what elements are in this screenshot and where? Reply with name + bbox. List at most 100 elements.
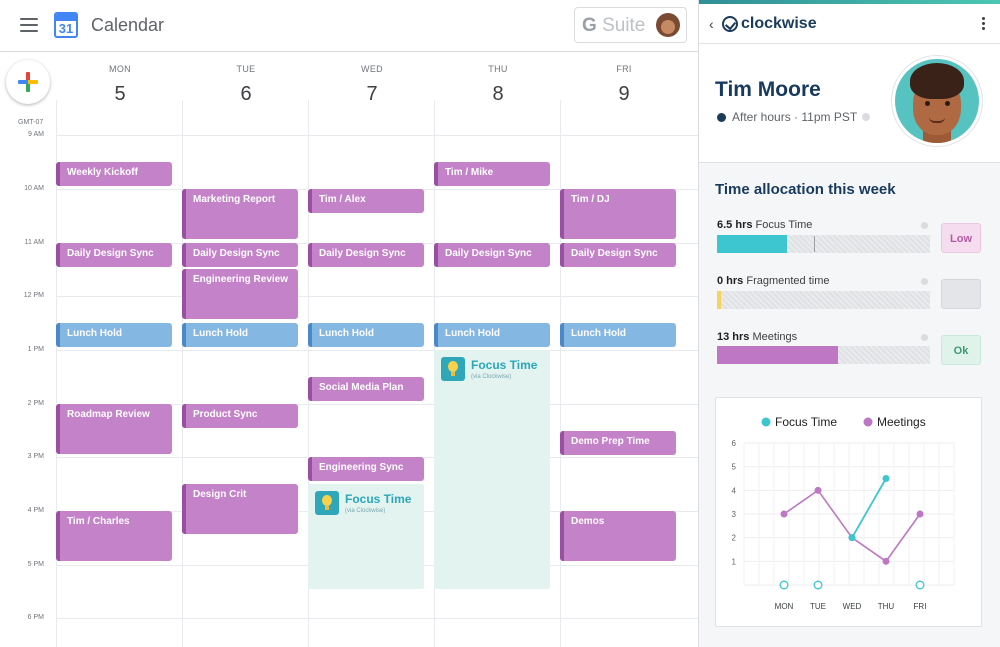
lightbulb-icon [441, 357, 465, 381]
day-name: FRI [616, 64, 632, 74]
day-name: THU [488, 64, 508, 74]
panel-header: ‹ clockwise [699, 4, 1000, 44]
event-engineering-sync[interactable]: Engineering Sync [308, 457, 424, 481]
legend-label: Meetings [877, 415, 926, 429]
meetings-data-point [916, 510, 924, 518]
gsuite-account-switcher[interactable]: G Suite [574, 7, 687, 43]
meetings-data-point [882, 557, 890, 565]
info-icon[interactable] [862, 113, 871, 121]
event-tim-mike[interactable]: Tim / Mike [434, 162, 550, 186]
y-tick-label: 2 [732, 534, 737, 543]
focus-series-line [851, 478, 887, 539]
hour-label: 3 PM [27, 453, 44, 460]
user-status: After hours · 11pm PST [717, 110, 871, 124]
event-focus-time[interactable]: Focus Time (via Clockwise) [434, 350, 550, 589]
meetings-bar [717, 346, 930, 364]
info-icon[interactable] [921, 278, 928, 285]
grid-line [56, 618, 698, 619]
event-focus-time[interactable]: Focus Time (via Clockwise) [308, 484, 424, 589]
event-lunch-hold[interactable]: Lunch Hold [434, 323, 550, 347]
day-header-thu[interactable]: THU 8 [435, 64, 561, 106]
event-demo-prep-time[interactable]: Demo Prep Time [560, 431, 676, 455]
info-icon[interactable] [921, 334, 928, 341]
event-demos[interactable]: Demos [560, 511, 676, 561]
day-name: TUE [236, 64, 256, 74]
calendar-header: 31 Calendar G Suite [0, 0, 698, 52]
focus-data-point [813, 580, 823, 590]
event-weekly-kickoff[interactable]: Weekly Kickoff [56, 162, 172, 186]
fragmented-text: Fragmented time [746, 275, 830, 287]
focus-subtitle: (via Clockwise) [345, 508, 386, 514]
focus-data-point [915, 580, 925, 590]
legend-marker [863, 417, 873, 427]
plus-icon-bar [18, 80, 38, 84]
event-lunch-hold[interactable]: Lunch Hold [560, 323, 676, 347]
hour-label: 1 PM [27, 346, 44, 353]
chevron-left-icon[interactable]: ‹ [709, 16, 714, 32]
column-divider [182, 100, 183, 647]
create-event-button[interactable] [6, 60, 50, 104]
timezone-label: GMT-07 [18, 119, 44, 126]
event-design-crit[interactable]: Design Crit [182, 484, 298, 534]
brand-name: clockwise [741, 15, 817, 32]
meetings-value: 13 hrs [717, 331, 750, 343]
x-tick-label: MON [775, 602, 794, 611]
event-daily-design-sync[interactable]: Daily Design Sync [560, 243, 676, 267]
event-lunch-hold[interactable]: Lunch Hold [56, 323, 172, 347]
event-marketing-report[interactable]: Marketing Report [182, 189, 298, 239]
menu-icon[interactable] [20, 18, 38, 32]
day-name: MON [109, 64, 131, 74]
info-icon[interactable] [921, 222, 928, 229]
event-lunch-hold[interactable]: Lunch Hold [182, 323, 298, 347]
focus-title: Focus Time [471, 358, 538, 372]
account-avatar[interactable] [656, 13, 680, 37]
day-number[interactable]: 7 [366, 83, 378, 105]
day-header-fri[interactable]: FRI 9 [561, 64, 687, 106]
more-options-icon[interactable] [982, 17, 985, 32]
day-number[interactable]: 6 [240, 83, 252, 105]
event-daily-design-sync[interactable]: Daily Design Sync [434, 243, 550, 267]
app-title: Calendar [91, 15, 165, 35]
calendar-logo-number: 31 [58, 21, 74, 36]
event-lunch-hold[interactable]: Lunch Hold [308, 323, 424, 347]
focus-time-value: 6.5 hrs [717, 219, 753, 231]
day-header-mon[interactable]: MON 5 [57, 64, 183, 106]
user-name: Tim Moore [715, 78, 821, 101]
event-tim-alex[interactable]: Tim / Alex [308, 189, 424, 213]
hour-label: 12 PM [23, 292, 44, 299]
gsuite-logo: G Suite [582, 15, 645, 37]
focus-data-point [848, 534, 856, 542]
calendar-logo-icon: 31 [54, 12, 78, 38]
event-tim-charles[interactable]: Tim / Charles [56, 511, 172, 561]
hour-label: 10 AM [24, 185, 44, 192]
day-number[interactable]: 5 [114, 83, 126, 105]
event-daily-design-sync[interactable]: Daily Design Sync [56, 243, 172, 267]
event-social-media-plan[interactable]: Social Media Plan [308, 377, 424, 401]
day-number[interactable]: 8 [492, 83, 504, 105]
status-text: After hours · 11pm PST [732, 110, 858, 124]
x-tick-label: WED [843, 602, 862, 611]
event-daily-design-sync[interactable]: Daily Design Sync [182, 243, 298, 267]
profile-card: Tim Moore After hours · 11pm PST [699, 44, 1000, 163]
day-header-tue[interactable]: TUE 6 [183, 64, 309, 106]
y-tick-label: 1 [732, 557, 737, 566]
column-divider [560, 100, 561, 647]
event-tim-dj[interactable]: Tim / DJ [560, 189, 676, 239]
event-product-sync[interactable]: Product Sync [182, 404, 298, 428]
column-divider [56, 100, 57, 647]
hour-label: 4 PM [27, 507, 44, 514]
panel-accent-bar [699, 0, 1000, 4]
event-roadmap-review[interactable]: Roadmap Review [56, 404, 172, 454]
meetings-fill [717, 346, 839, 364]
clockwise-panel: ‹ clockwise Tim Moore After hours · 11pm… [698, 0, 1000, 647]
event-engineering-review[interactable]: Engineering Review [182, 269, 298, 319]
x-tick-label: TUE [810, 602, 826, 611]
day-number[interactable]: 9 [618, 83, 630, 105]
gsuite-g: G [582, 15, 597, 36]
grid-line [56, 135, 698, 136]
day-header-wed[interactable]: WED 7 [309, 64, 435, 106]
event-daily-design-sync[interactable]: Daily Design Sync [308, 243, 424, 267]
focus-subtitle: (via Clockwise) [471, 374, 512, 380]
fragmented-fill [717, 291, 722, 309]
fragmented-status-badge [941, 279, 981, 309]
